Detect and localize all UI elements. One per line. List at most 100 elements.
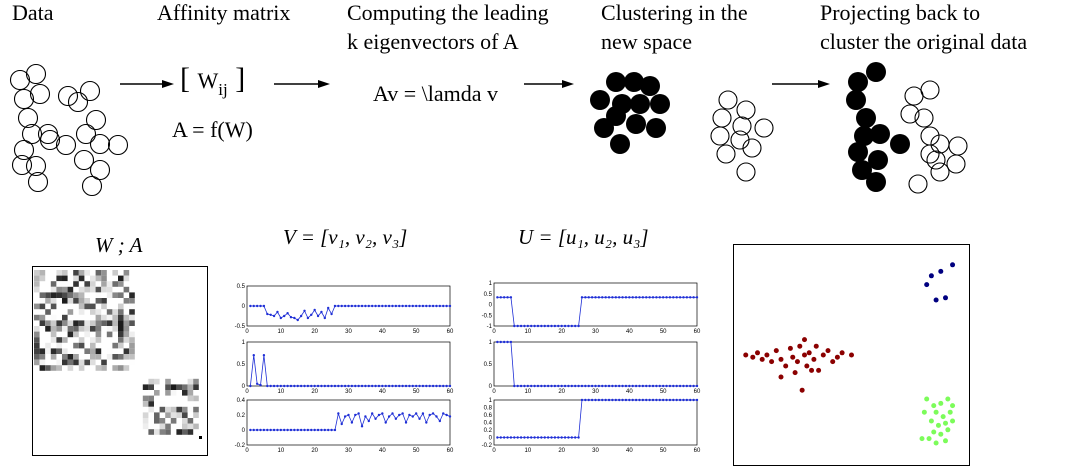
embedding-point (945, 396, 951, 402)
series-point-v1 (327, 306, 330, 310)
series-point-v2 (299, 384, 303, 388)
data-point-circle (57, 85, 79, 107)
affinity-matrix-cell (67, 298, 74, 304)
y-tick-label: 0.2 (237, 413, 246, 419)
series-point-u3 (617, 398, 621, 402)
affinity-matrix-cell (193, 412, 199, 418)
series-point-v1 (367, 304, 370, 308)
series-point-u2 (634, 384, 638, 388)
series-point-v1 (347, 304, 350, 308)
series-point-u1 (634, 296, 638, 299)
series-point-v3 (289, 428, 293, 432)
arrow-affinity-to-eigen-head (318, 80, 330, 88)
series-point-u1 (502, 296, 506, 299)
cluster-open-circle (718, 90, 738, 110)
bracket-left: [ (180, 62, 190, 95)
series-point-u3 (560, 436, 563, 439)
projected-filled-circle (848, 72, 868, 92)
affinity-matrix-cell (199, 436, 202, 439)
series-point-v3 (323, 428, 327, 432)
affinity-matrix-cell (34, 337, 40, 343)
projected-open-circle (926, 150, 946, 170)
affinity-matrix-cell (56, 326, 62, 332)
x-tick-label: 40 (626, 389, 633, 395)
series-point-u1 (499, 296, 502, 299)
series-point-u1 (513, 324, 516, 328)
series-point-u2 (553, 384, 557, 388)
affinity-matrix-cell (187, 390, 194, 396)
series-point-v1 (357, 304, 360, 308)
series-point-v3 (272, 428, 276, 432)
affinity-matrix-cell (78, 270, 85, 276)
affinity-matrix-cell (129, 354, 135, 360)
affinity-matrix-cell (182, 406, 188, 413)
embedding-point (802, 337, 807, 343)
series-point-u2 (560, 384, 563, 388)
subplot-frame (246, 399, 451, 446)
data-point-circle (89, 133, 111, 155)
series-point-v1 (418, 304, 421, 308)
affinity-matrix-cell (142, 418, 149, 424)
affinity-matrix-cell (112, 309, 118, 315)
affinity-matrix-cell (90, 275, 96, 282)
affinity-matrix-cell (34, 326, 40, 332)
series-point-v3 (425, 421, 428, 424)
series-point-v3 (357, 412, 360, 415)
affinity-matrix-cell (142, 412, 149, 418)
projected-open-circle (920, 80, 940, 100)
series-point-v2 (428, 384, 431, 388)
affinity-matrix-cell (56, 348, 62, 354)
embedding-point (778, 374, 784, 380)
subplot-frame (246, 341, 451, 387)
embedding-point (804, 363, 810, 369)
series-point-v2 (350, 384, 354, 388)
affinity-matrix-cell (78, 286, 85, 293)
affinity-matrix-cell (56, 270, 62, 276)
x-tick-label: 30 (592, 448, 599, 454)
affinity-matrix-cell (112, 365, 118, 371)
affinity-definition: A = f(W) (172, 117, 253, 142)
affinity-matrix-cell (90, 281, 96, 287)
series-point-v1 (401, 304, 404, 308)
series-point-u3 (668, 398, 672, 402)
series-point-u1 (540, 324, 543, 328)
affinity-matrix-cell (170, 390, 177, 396)
series-point-v3 (428, 413, 431, 417)
series-point-u1 (661, 296, 665, 299)
x-tick-label: 20 (558, 329, 565, 335)
embedding-point (931, 403, 937, 409)
series-point-u3 (513, 436, 516, 439)
series-point-v3 (350, 421, 354, 424)
series-point-v2 (367, 384, 370, 388)
series-point-v2 (306, 384, 310, 388)
affinity-matrix-cell (176, 429, 182, 435)
series-point-v3 (381, 412, 384, 415)
embedding-point (792, 370, 798, 376)
data-point-circle (21, 123, 43, 145)
series-point-u3 (496, 436, 499, 439)
affinity-matrix-cell (62, 270, 68, 276)
affinity-matrix-cell (101, 320, 107, 326)
affinity-matrix-cell (78, 309, 85, 315)
affinity-matrix-cell (118, 281, 124, 287)
affinity-matrix-cell (129, 342, 135, 349)
series-point-v3 (435, 415, 438, 418)
affinity-matrix-cell (34, 303, 40, 310)
affinity-matrix-cell (62, 320, 68, 326)
affinity-matrix-cell (78, 337, 85, 343)
series-point-u3 (648, 398, 651, 402)
affinity-matrix-cell (95, 314, 102, 321)
cluster-open-circle (712, 108, 732, 128)
series-point-u1 (546, 324, 550, 328)
series-point-u3 (672, 398, 675, 402)
series-point-u1 (645, 296, 648, 299)
series-point-v1 (391, 304, 394, 308)
x-tick-label: 0 (245, 389, 249, 395)
series-point-v2 (327, 384, 330, 388)
projected-filled-circle (856, 108, 876, 128)
affinity-matrix-cell (90, 348, 96, 354)
affinity-matrix-cell (154, 390, 160, 396)
series-point-v3 (367, 419, 370, 423)
projected-filled-circle (846, 90, 866, 110)
embedding-point (802, 352, 807, 358)
